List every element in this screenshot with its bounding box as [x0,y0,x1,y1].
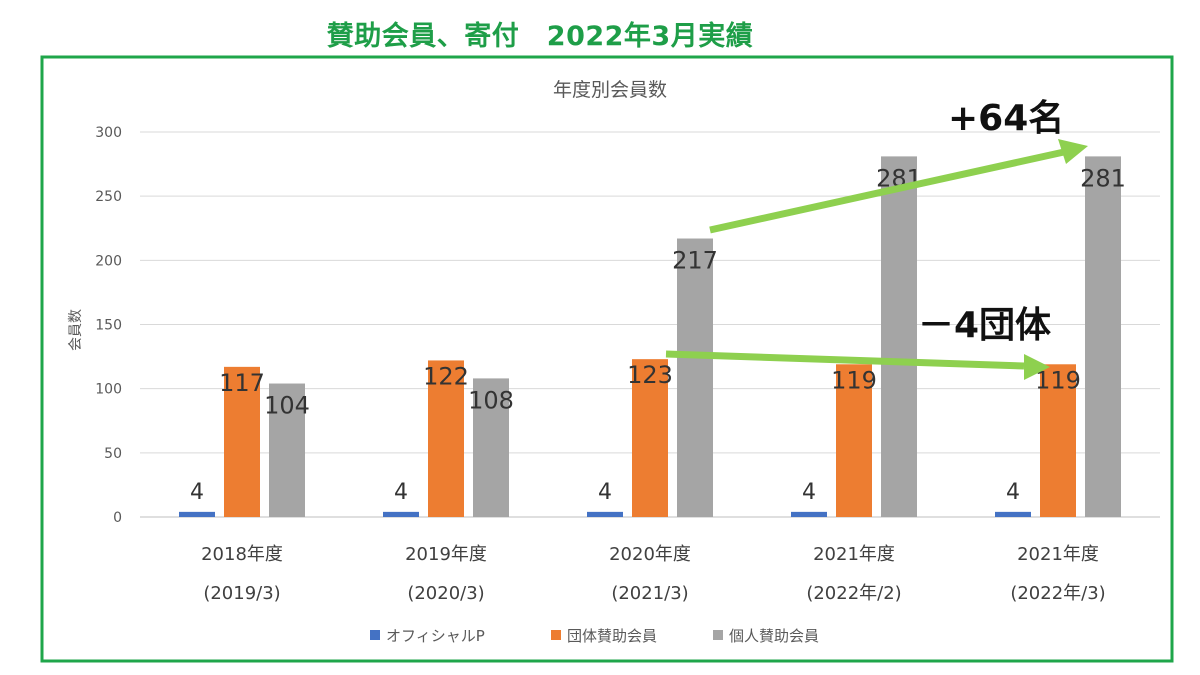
y-tick-label: 250 [95,189,122,205]
data-label: 108 [468,386,514,414]
x-tick-label: 2019年度 [405,544,487,565]
decrease-annotation: －4団体 [918,305,1051,346]
x-tick-label: 2021年度 [1017,544,1099,565]
bar [677,238,713,517]
x-tick-sublabel: (2022年/2) [806,583,901,604]
x-tick-label: 2021年度 [813,544,895,565]
y-tick-label: 150 [95,318,122,334]
increase-annotation: +64名 [948,98,1064,139]
bar [881,156,917,517]
y-tick-label: 50 [104,446,122,462]
legend-label: 団体賛助会員 [567,627,657,645]
legend-swatch [370,630,380,640]
bar [269,383,305,517]
legend-swatch [713,630,723,640]
decrease-arrow-line [665,350,1025,370]
data-label: 117 [219,369,265,397]
bar [791,511,827,517]
data-label: 123 [627,361,673,389]
bar [383,511,419,517]
x-tick-sublabel: (2019/3) [203,583,280,604]
legend-swatch [551,630,561,640]
bar [995,511,1031,517]
data-label: 4 [394,480,408,505]
chart-frame [40,55,1174,663]
x-tick-sublabel: (2020/3) [407,583,484,604]
y-axis-label: 会員数 [68,309,84,351]
bar [1085,156,1121,517]
page-headline: 賛助会員、寄付 2022年3月実績 [326,21,754,52]
data-label: 119 [831,366,877,394]
x-axis-ticks: 2018年度 (2019/3) 2019年度 (2020/3) 2020年度 (2021/… [201,544,1106,604]
decrease-arrowhead [1024,354,1050,380]
y-tick-label: 100 [95,382,122,398]
bar [179,511,215,517]
bar [587,511,623,517]
bar [224,366,260,517]
data-label: 4 [598,480,612,505]
data-label: 217 [672,247,718,275]
bar [1040,364,1076,517]
y-tick-label: 0 [113,510,122,526]
increase-arrowhead [1058,139,1088,164]
bar [428,360,464,517]
annotation-arrows [665,139,1088,380]
y-tick-label: 200 [95,253,122,269]
x-tick-sublabel: (2022年/3) [1010,583,1105,604]
data-label: 4 [802,480,816,505]
y-axis-ticks: 0 50 100 150 200 250 300 [95,125,122,526]
x-tick-sublabel: (2021/3) [611,583,688,604]
legend-label: 個人賛助会員 [729,627,819,645]
bar [632,359,668,517]
bar [473,378,509,517]
data-label: 281 [1080,164,1126,192]
chart-title: 年度別会員数 [553,79,667,101]
x-tick-label: 2020年度 [609,544,691,565]
data-label: 104 [264,392,310,420]
legend-label: オフィシャルP [386,627,485,645]
x-tick-label: 2018年度 [201,544,283,565]
legend: オフィシャルP 団体賛助会員 個人賛助会員 [370,627,819,645]
data-label: 119 [1035,366,1081,394]
data-label: 4 [190,480,204,505]
bars [179,156,1121,517]
y-tick-label: 300 [95,125,122,141]
data-label: 122 [423,362,469,390]
bar [836,364,872,517]
increase-arrow-line [709,148,1065,234]
data-label: 4 [1006,480,1020,505]
